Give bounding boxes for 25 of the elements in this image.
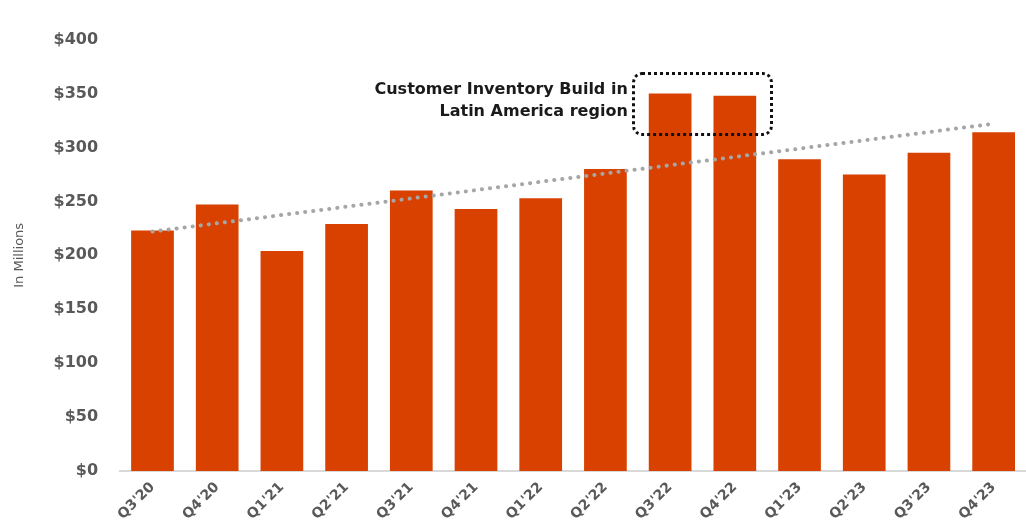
bar [325, 224, 368, 472]
y-tick-label: $300 [53, 136, 99, 156]
bar [648, 93, 692, 472]
y-axis-title: In Millions [11, 222, 27, 288]
bar [842, 174, 886, 472]
y-tick-label: $400 [53, 28, 99, 48]
bar [778, 159, 821, 472]
y-tick-label: $100 [53, 352, 99, 372]
y-tick-label: $50 [64, 406, 99, 426]
bar [454, 208, 498, 472]
bar [195, 204, 239, 472]
y-tick-label: $350 [53, 82, 99, 102]
bar [713, 95, 757, 472]
bar [907, 152, 951, 472]
y-tick-label: $150 [53, 298, 99, 318]
bar [972, 132, 1015, 472]
bar [260, 250, 304, 472]
bar [519, 198, 563, 472]
y-tick-label: $200 [53, 244, 99, 264]
annotation: Customer Inventory Build in Latin America region [374, 78, 628, 120]
bar [584, 169, 627, 472]
y-tick-label: $0 [75, 460, 99, 480]
bar [131, 230, 174, 472]
bar [389, 190, 433, 472]
y-tick-label: $250 [53, 190, 99, 210]
